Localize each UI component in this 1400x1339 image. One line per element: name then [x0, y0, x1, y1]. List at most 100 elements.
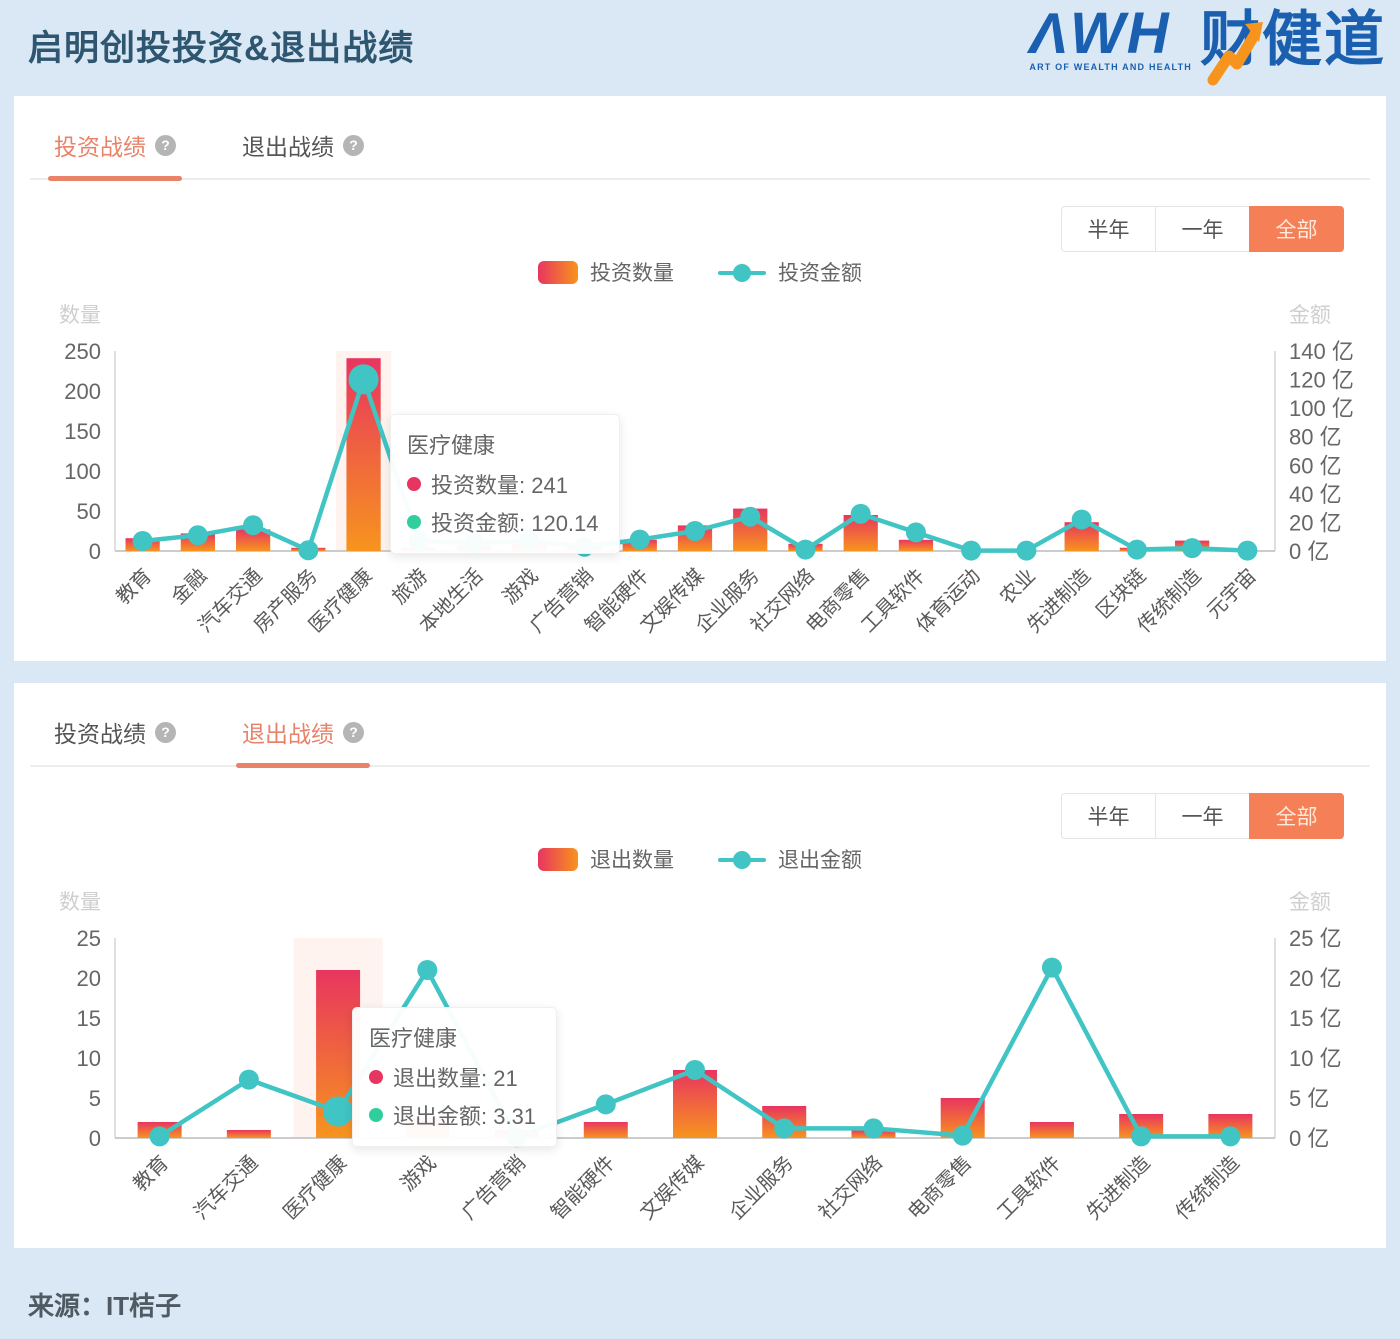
tab-exit-record[interactable]: 退出战绩 ? — [236, 715, 370, 768]
filter-one-year-button[interactable]: 一年 — [1155, 206, 1250, 252]
line-series-swatch — [718, 261, 766, 284]
svg-text:数量: 数量 — [59, 891, 101, 914]
svg-text:元宇宙: 元宇宙 — [1202, 564, 1261, 623]
investment-panel: 投资战绩 ? 退出战绩 ? 半年 一年 全部 投资数量 投资金额 0 50 100 1… — [14, 96, 1386, 661]
filter-all-button[interactable]: 全部 — [1249, 206, 1344, 252]
svg-text:金额: 金额 — [1289, 891, 1331, 914]
logo-trend-arrow-icon — [1207, 22, 1264, 86]
tab-label: 退出战绩 — [242, 134, 334, 160]
svg-text:20 亿: 20 亿 — [1289, 966, 1342, 991]
svg-text:20 亿: 20 亿 — [1289, 510, 1342, 535]
svg-text:15: 15 — [77, 1006, 101, 1031]
svg-text:金额: 金额 — [1289, 304, 1331, 327]
svg-text:120 亿: 120 亿 — [1289, 368, 1354, 393]
svg-text:企业服务: 企业服务 — [725, 1151, 798, 1224]
svg-text:广告营销: 广告营销 — [457, 1151, 530, 1224]
awh-logo: ΛWH ART OF WEALTH AND HEALTH 财健道 — [1029, 1, 1386, 86]
svg-text:社交网络: 社交网络 — [814, 1151, 887, 1224]
svg-text:农业: 农业 — [995, 564, 1040, 609]
chart-legend: 投资数量 投资金额 — [30, 256, 1370, 288]
tab-row: 投资战绩 ? 退出战绩 ? — [30, 96, 1370, 181]
svg-text:100: 100 — [64, 459, 101, 484]
logo-tagline: ART OF WEALTH AND HEALTH — [1029, 62, 1192, 72]
help-icon[interactable]: ? — [343, 134, 364, 156]
svg-text:0: 0 — [89, 539, 101, 564]
series-dot-icon — [369, 1070, 383, 1084]
tooltip-row: 退出金额: 3.31 — [369, 1099, 536, 1131]
line-series-swatch — [718, 848, 766, 871]
tooltip-row: 投资数量: 241 — [407, 468, 599, 500]
svg-text:教育: 教育 — [112, 564, 157, 609]
bar-series-swatch — [538, 847, 578, 871]
svg-text:25: 25 — [77, 926, 101, 951]
svg-text:50: 50 — [77, 499, 101, 524]
exit-panel: 投资战绩 ? 退出战绩 ? 半年 一年 全部 退出数量 退出金额 0 5 10 15 2… — [14, 683, 1386, 1248]
tab-label: 投资战绩 — [54, 134, 146, 160]
page-title: 启明创投投资&退出战绩 — [28, 29, 415, 68]
filter-half-year-button[interactable]: 半年 — [1061, 793, 1156, 839]
svg-text:旅游: 旅游 — [388, 564, 433, 609]
help-icon[interactable]: ? — [155, 134, 176, 156]
filter-one-year-button[interactable]: 一年 — [1155, 793, 1250, 839]
svg-text:汽车交通: 汽车交通 — [190, 1151, 263, 1224]
series-dot-icon — [369, 1108, 383, 1122]
tab-exit-record[interactable]: 退出战绩 ? — [242, 128, 364, 178]
chart-tooltip: 医疗健康 投资数量: 241 投资金额: 120.14 — [390, 414, 620, 554]
tooltip-title: 医疗健康 — [369, 1026, 458, 1051]
legend-item-bar-series[interactable]: 投资数量 — [538, 257, 674, 287]
svg-text:15 亿: 15 亿 — [1289, 1006, 1342, 1031]
svg-text:10 亿: 10 亿 — [1289, 1046, 1342, 1071]
filter-all-button[interactable]: 全部 — [1249, 793, 1344, 839]
svg-text:数量: 数量 — [59, 304, 101, 327]
help-icon[interactable]: ? — [155, 721, 176, 743]
svg-text:游戏: 游戏 — [498, 564, 543, 609]
legend-item-line-series[interactable]: 退出金额 — [718, 844, 862, 874]
data-source: 来源：IT桔子 — [28, 1291, 182, 1321]
svg-text:医疗健康: 医疗健康 — [279, 1151, 352, 1224]
svg-text:250: 250 — [64, 339, 101, 364]
svg-text:5: 5 — [89, 1086, 101, 1111]
legend-item-bar-series[interactable]: 退出数量 — [538, 844, 674, 874]
svg-text:文娱传媒: 文娱传媒 — [636, 1151, 709, 1224]
svg-text:智能硬件: 智能硬件 — [546, 1151, 619, 1224]
investment-chart[interactable]: 0 50 100 150 200 250 0 亿 20 亿 40 亿 60 亿 80 亿 100 亿 1… — [30, 296, 1370, 656]
page-header: 启明创投投资&退出战绩 ΛWH ART OF WEALTH AND HEALTH… — [0, 0, 1400, 96]
svg-text:140 亿: 140 亿 — [1289, 339, 1354, 364]
filter-half-year-button[interactable]: 半年 — [1061, 206, 1156, 252]
svg-text:先进制造: 先进制造 — [1082, 1151, 1155, 1224]
chart-legend: 退出数量 退出金额 — [30, 843, 1370, 875]
svg-text:25 亿: 25 亿 — [1289, 926, 1342, 951]
series-dot-icon — [407, 477, 421, 491]
svg-text:工具软件: 工具软件 — [993, 1151, 1066, 1224]
svg-text:20: 20 — [77, 966, 101, 991]
logo-awh-text: ΛWH — [1029, 1, 1171, 66]
tab-label: 退出战绩 — [242, 721, 334, 747]
svg-text:0 亿: 0 亿 — [1289, 539, 1329, 564]
legend-item-line-series[interactable]: 投资金额 — [718, 257, 862, 287]
svg-text:教育: 教育 — [129, 1151, 174, 1196]
time-filter-group: 半年 一年 全部 — [30, 793, 1344, 839]
svg-text:电商零售: 电商零售 — [903, 1151, 976, 1224]
svg-text:40 亿: 40 亿 — [1289, 482, 1342, 507]
tooltip-row: 投资金额: 120.14 — [407, 506, 599, 538]
svg-text:60 亿: 60 亿 — [1289, 453, 1342, 478]
tab-investment-record[interactable]: 投资战绩 ? — [54, 715, 176, 765]
svg-text:150: 150 — [64, 419, 101, 444]
svg-text:0 亿: 0 亿 — [1289, 1126, 1329, 1151]
svg-text:200: 200 — [64, 379, 101, 404]
exit-chart[interactable]: 0 5 10 15 20 25 0 亿 5 亿 10 亿 15 亿 20 亿 25 亿 数量 金额教育 汽车… — [30, 883, 1370, 1243]
page-footer: 来源：IT桔子 — [0, 1270, 1400, 1339]
chart-tooltip: 医疗健康 退出数量: 21 退出金额: 3.31 — [352, 1007, 558, 1147]
svg-text:游戏: 游戏 — [396, 1151, 441, 1196]
time-filter-group: 半年 一年 全部 — [30, 206, 1344, 252]
svg-text:金融: 金融 — [167, 564, 212, 609]
svg-text:100 亿: 100 亿 — [1289, 396, 1354, 421]
svg-text:0: 0 — [89, 1126, 101, 1151]
svg-text:5 亿: 5 亿 — [1289, 1086, 1329, 1111]
svg-text:10: 10 — [77, 1046, 101, 1071]
help-icon[interactable]: ? — [343, 721, 364, 743]
tab-investment-record[interactable]: 投资战绩 ? — [48, 128, 182, 181]
tooltip-row: 退出数量: 21 — [369, 1061, 536, 1093]
svg-text:传统制造: 传统制造 — [1171, 1151, 1244, 1224]
tooltip-title: 医疗健康 — [407, 433, 496, 458]
